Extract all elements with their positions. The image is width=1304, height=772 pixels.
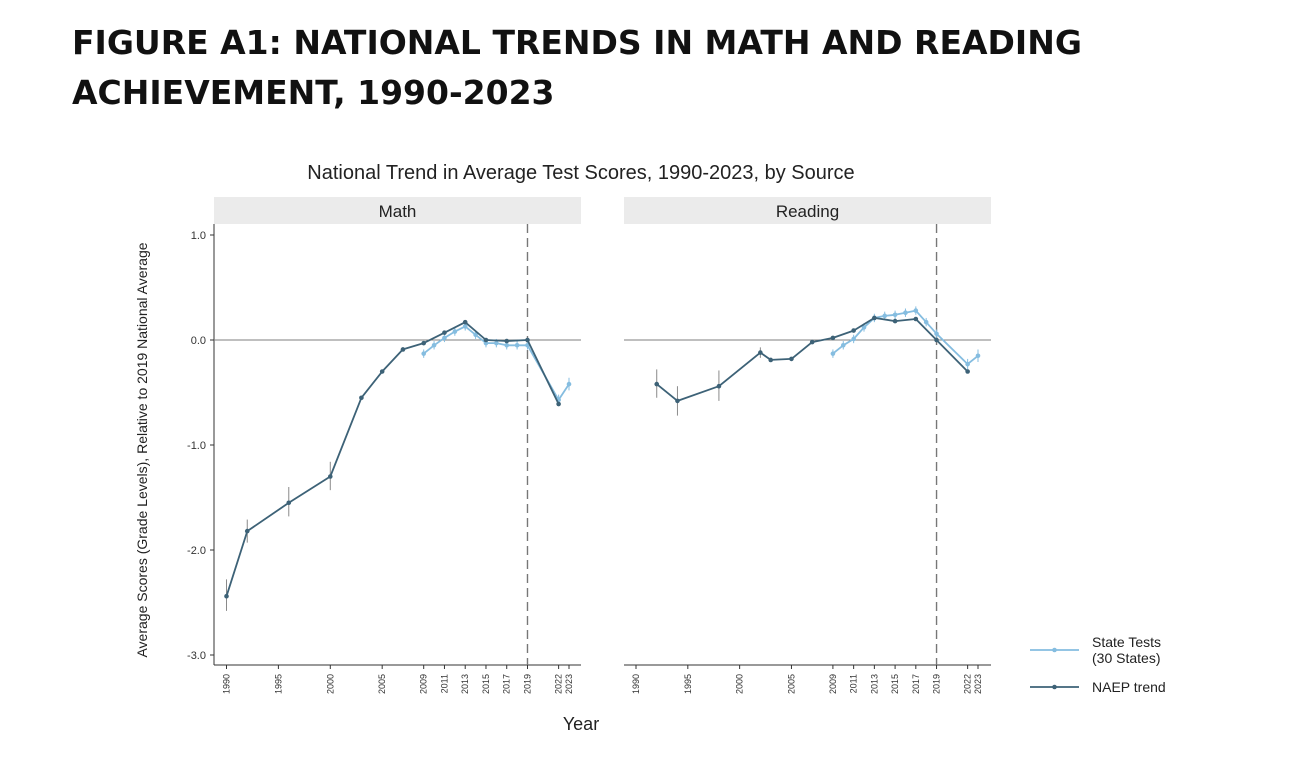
math-x-tick-label: 2000 bbox=[325, 674, 335, 694]
y-tick-label: -2.0 bbox=[187, 545, 206, 557]
legend-naep-label: NAEP trend bbox=[1092, 679, 1166, 695]
math-state-point-2009 bbox=[421, 351, 426, 356]
reading-x-tick-label: 2005 bbox=[786, 674, 796, 694]
math-naep-point-2017 bbox=[504, 338, 510, 344]
math-state-point-2023 bbox=[566, 381, 572, 387]
math-naep-point-1990 bbox=[224, 593, 229, 599]
reading-naep-point-2003 bbox=[768, 357, 774, 363]
math-state-point-2016 bbox=[494, 340, 499, 346]
math-naep-point-1996 bbox=[286, 500, 292, 506]
math-x-tick-label: 2011 bbox=[439, 674, 449, 693]
math-naep-line-segment-1 bbox=[225, 321, 528, 597]
reading-naep-point-1992 bbox=[654, 381, 660, 387]
reading-naep-point-2013 bbox=[872, 315, 877, 321]
reading-state-point-2023 bbox=[975, 353, 981, 359]
math-naep-point-1992 bbox=[244, 528, 250, 534]
math-naep-point-2000 bbox=[327, 474, 333, 479]
math-naep-point-2003 bbox=[359, 395, 364, 401]
reading-x-tick-label: 2009 bbox=[828, 674, 838, 694]
math-x-tick-label: 2019 bbox=[522, 674, 532, 694]
math-state-point-2011 bbox=[442, 335, 447, 341]
reading-state-point-2018 bbox=[923, 319, 929, 325]
math-panel-strip bbox=[214, 197, 581, 224]
y-tick-label: 0.0 bbox=[191, 335, 206, 347]
math-state-point-2017 bbox=[504, 342, 510, 348]
reading-x-tick-label: 2013 bbox=[869, 674, 879, 694]
y-tick-label: -1.0 bbox=[187, 440, 206, 452]
math-naep-point-2007 bbox=[400, 347, 406, 352]
reading-state-point-2009 bbox=[830, 351, 836, 356]
reading-naep-point-2015 bbox=[892, 318, 898, 324]
math-state-point-2010 bbox=[431, 342, 437, 348]
reading-state-point-2012 bbox=[861, 325, 867, 330]
reading-panel-label: Reading bbox=[776, 202, 839, 221]
math-x-tick-label: 2013 bbox=[460, 674, 470, 694]
x-axis-label: Year bbox=[563, 714, 599, 734]
y-tick-label: 1.0 bbox=[191, 230, 206, 242]
reading-x-tick-label: 2023 bbox=[973, 674, 983, 694]
y-tick-label: -3.0 bbox=[187, 650, 206, 662]
math-state-point-2013 bbox=[462, 324, 468, 329]
reading-x-tick-label: 2017 bbox=[911, 674, 921, 694]
reading-state-point-2010 bbox=[840, 342, 846, 348]
reading-x-tick-label: 2015 bbox=[890, 674, 900, 694]
reading-naep-point-2022 bbox=[965, 369, 970, 374]
reading-naep-point-2011 bbox=[851, 328, 856, 333]
math-naep-line-segment-2 bbox=[526, 339, 560, 405]
math-x-tick-label: 2015 bbox=[481, 674, 491, 694]
y-axis-label: Average Scores (Grade Levels), Relative … bbox=[134, 242, 150, 657]
reading-x-tick-label: 1995 bbox=[683, 674, 693, 694]
reading-naep-line-segment-1 bbox=[656, 316, 938, 402]
reading-naep-point-2009 bbox=[830, 335, 836, 341]
math-state-point-2018 bbox=[514, 342, 520, 348]
legend-state-label: (30 States) bbox=[1092, 650, 1160, 666]
reading-state-point-2016 bbox=[903, 310, 908, 316]
math-x-tick-label: 2022 bbox=[554, 674, 564, 694]
reading-state-point-2022 bbox=[965, 361, 970, 367]
math-naep-point-2022 bbox=[556, 401, 561, 407]
legend-naep-marker bbox=[1052, 684, 1057, 690]
math-naep-point-2005 bbox=[379, 369, 385, 374]
reading-naep-point-1994 bbox=[675, 398, 680, 404]
math-x-tick-label: 2017 bbox=[502, 674, 512, 694]
figure-title: FIGURE A1: NATIONAL TRENDS IN MATH AND R… bbox=[72, 18, 1082, 118]
figure-title-line-1: FIGURE A1: NATIONAL TRENDS IN MATH AND R… bbox=[72, 23, 1082, 62]
math-x-tick-label: 1990 bbox=[222, 674, 232, 694]
reading-naep-point-2007 bbox=[809, 339, 815, 345]
math-state-point-2014 bbox=[473, 332, 478, 338]
math-state-point-2015 bbox=[483, 340, 489, 346]
figure-title-line-2: ACHIEVEMENT, 1990-2023 bbox=[72, 73, 555, 112]
math-x-tick-label: 1995 bbox=[273, 674, 283, 694]
reading-naep-point-2017 bbox=[913, 316, 919, 322]
reading-x-tick-label: 2000 bbox=[735, 674, 745, 694]
math-naep-point-2015 bbox=[483, 337, 489, 343]
reading-naep-point-1998 bbox=[716, 383, 722, 389]
reading-state-point-2015 bbox=[892, 312, 898, 318]
reading-x-tick-label: 1990 bbox=[631, 674, 641, 694]
reading-state-line-segment-2 bbox=[935, 333, 979, 366]
reading-x-tick-label: 2011 bbox=[849, 674, 859, 693]
math-panel-label: Math bbox=[379, 202, 417, 221]
math-x-tick-label: 2023 bbox=[564, 674, 574, 694]
math-x-tick-label: 2009 bbox=[419, 674, 429, 694]
reading-state-point-2017 bbox=[913, 308, 919, 313]
math-x-tick-label: 2005 bbox=[377, 674, 387, 694]
reading-x-tick-label: 2022 bbox=[963, 674, 973, 694]
math-naep-point-2009 bbox=[421, 340, 426, 346]
reading-x-tick-label: 2019 bbox=[932, 674, 942, 694]
math-state-point-2012 bbox=[452, 329, 458, 334]
reading-state-point-2014 bbox=[882, 313, 888, 319]
reading-panel-strip bbox=[624, 197, 991, 224]
chart-title: National Trend in Average Test Scores, 1… bbox=[307, 162, 854, 184]
legend-state-marker bbox=[1052, 647, 1057, 653]
reading-state-point-2011 bbox=[851, 336, 856, 342]
reading-naep-line-segment-2 bbox=[935, 339, 969, 373]
math-naep-point-2011 bbox=[442, 330, 447, 335]
reading-naep-point-2002 bbox=[758, 350, 763, 355]
reading-naep-point-2005 bbox=[789, 356, 794, 362]
math-naep-point-2013 bbox=[462, 319, 468, 325]
legend-state-label: State Tests bbox=[1092, 634, 1161, 650]
